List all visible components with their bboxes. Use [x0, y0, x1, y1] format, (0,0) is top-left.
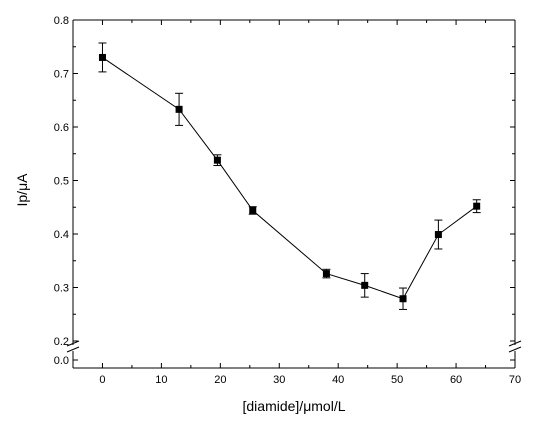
x-tick-label: 60 [450, 374, 462, 386]
break-mark [66, 340, 80, 347]
x-tick-label: 0 [99, 374, 105, 386]
y-tick-label: 0.4 [54, 229, 69, 241]
axis-break-marks [66, 340, 522, 353]
axes-frame [72, 19, 516, 369]
y-tick-label: 0.7 [54, 69, 69, 81]
x-tick-label: 40 [332, 374, 344, 386]
series-line [102, 57, 477, 300]
data-point [399, 295, 407, 303]
data-point [322, 270, 330, 278]
y-tick-label: 0.8 [54, 15, 69, 27]
data-point [473, 202, 481, 210]
y-tick-label: 0.6 [54, 122, 69, 134]
data-point [249, 206, 257, 214]
x-tick-label: 30 [273, 374, 285, 386]
y-axis-title: Ip/μA [14, 173, 30, 207]
data-point [213, 156, 221, 164]
break-mark [508, 340, 522, 347]
y-tick-label: 0.3 [54, 283, 69, 295]
y-tick-label: 0.2 [54, 336, 69, 348]
x-axis: 0 10 20 30 40 50 60 70 [72, 20, 521, 386]
data-point [98, 53, 106, 61]
data-point [434, 231, 442, 239]
break-mark [66, 346, 80, 353]
y-axis: 0.2 0.3 0.4 0.5 0.6 0.7 0.8 0.0 [54, 15, 515, 367]
break-mark [508, 346, 522, 353]
x-axis-title: [diamide]/μmol/L [243, 398, 346, 414]
data-point [175, 105, 183, 113]
y-tick-label: 0.5 [54, 176, 69, 188]
x-tick-label: 50 [391, 374, 403, 386]
plot-area [98, 42, 481, 310]
x-tick-label: 70 [509, 374, 521, 386]
data-point [361, 281, 369, 289]
y-tick-label: 0.0 [54, 355, 69, 367]
x-tick-label: 20 [214, 374, 226, 386]
x-tick-label: 10 [155, 374, 167, 386]
